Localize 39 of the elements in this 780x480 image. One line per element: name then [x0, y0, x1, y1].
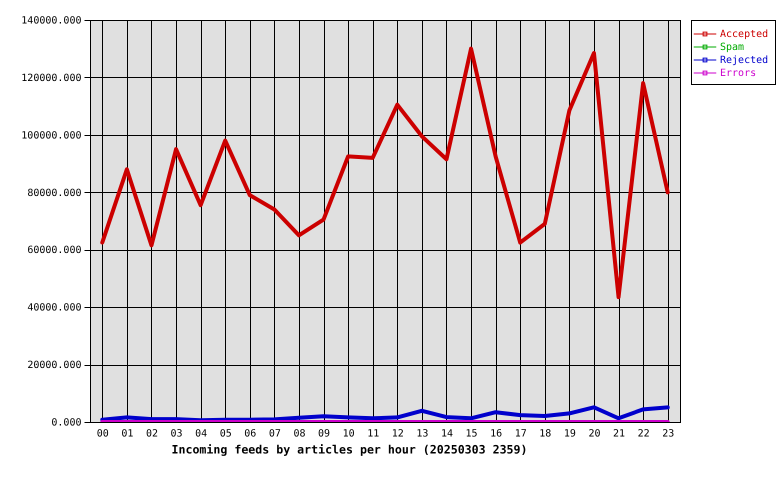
legend-label: Rejected — [720, 55, 768, 66]
y-tick-label: 140000.000 — [21, 16, 82, 26]
y-tick-label: 20000.000 — [27, 360, 82, 372]
x-tick-label: 19 — [564, 428, 576, 440]
x-tick-label: 01 — [121, 428, 134, 440]
x-tick-label: 03 — [170, 428, 183, 440]
legend-label: Errors — [720, 68, 756, 79]
x-axis-title: Incoming feeds by articles per hour (20250303 2359) — [172, 442, 528, 456]
y-tick-label: 0.000 — [51, 418, 82, 428]
x-tick-label: 02 — [146, 428, 158, 440]
x-tick-label: 04 — [195, 428, 208, 440]
legend-label: Spam — [720, 42, 744, 53]
line-series — [100, 46, 670, 300]
y-tick-label: 60000.000 — [27, 245, 82, 256]
x-tick-label: 17 — [514, 428, 527, 440]
line-series — [100, 405, 670, 422]
x-tick-label: 06 — [244, 428, 256, 440]
x-tick-label: 21 — [613, 428, 626, 440]
x-tick-label: 10 — [342, 428, 355, 440]
x-tick-label: 18 — [539, 428, 552, 440]
x-tick-label: 14 — [440, 428, 453, 440]
x-tick-label: 16 — [490, 428, 502, 440]
y-tick-label: 80000.000 — [27, 188, 82, 199]
x-tick-label: 23 — [662, 428, 674, 440]
y-tick-label: 40000.000 — [27, 302, 82, 314]
x-tick-label: 08 — [293, 428, 306, 440]
x-tick-label: 09 — [318, 428, 330, 440]
legend-label: Accepted — [720, 29, 768, 40]
x-tick-label: 13 — [416, 428, 428, 440]
y-tick-label: 100000.000 — [21, 130, 82, 142]
x-tick-label: 12 — [392, 428, 404, 440]
y-tick-label: 120000.000 — [21, 72, 82, 84]
x-tick-label: 07 — [268, 428, 281, 440]
x-tick-label: 20 — [588, 428, 600, 440]
x-tick-label: 22 — [638, 428, 650, 440]
x-tick-label: 00 — [96, 428, 109, 440]
x-tick-label: 11 — [367, 428, 380, 440]
x-tick-label: 15 — [466, 428, 478, 440]
x-tick-label: 05 — [220, 428, 232, 440]
